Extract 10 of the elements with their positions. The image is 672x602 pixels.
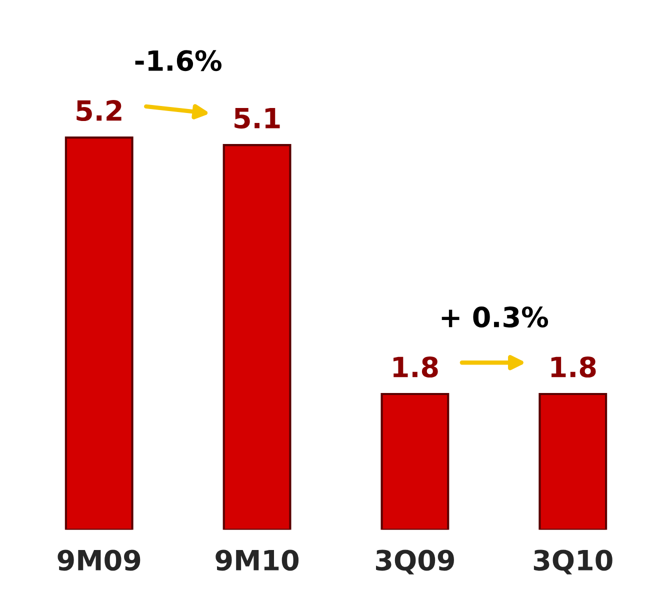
x-tick-label: 3Q10 (534, 550, 612, 574)
data-label: 1.8 (393, 356, 438, 378)
x-tick-label: 3Q09 (376, 550, 454, 574)
x-tick-label: 9M10 (216, 550, 299, 571)
annotation: + 0.3% (442, 306, 548, 328)
x-tick-label: 9M09 (58, 550, 140, 571)
text: -1.6% (135, 50, 222, 72)
data-label: 5.2 (76, 100, 122, 122)
data-label: 5.1 (234, 108, 280, 129)
data-label: 1.8 (551, 356, 596, 378)
